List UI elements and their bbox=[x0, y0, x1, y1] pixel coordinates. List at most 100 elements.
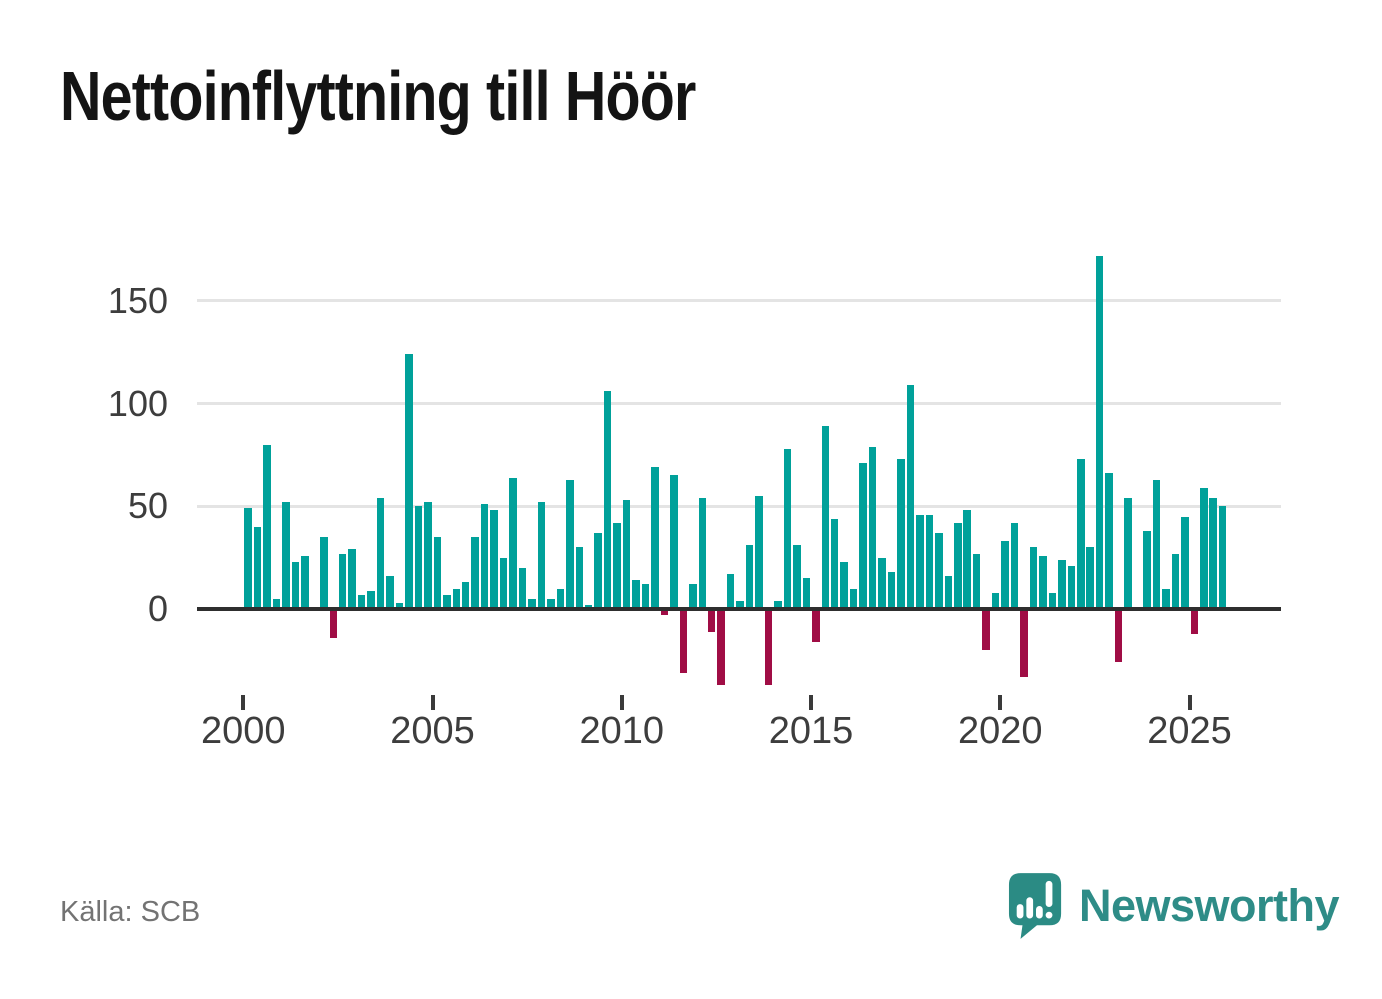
bar bbox=[774, 600, 782, 609]
bar bbox=[320, 537, 328, 609]
bar bbox=[793, 545, 801, 609]
gridline-50 bbox=[197, 504, 1281, 508]
bar bbox=[745, 545, 754, 609]
bar bbox=[954, 522, 962, 609]
y-axis-tick-label: 100 bbox=[107, 382, 168, 424]
bar bbox=[1181, 516, 1189, 609]
y-axis-tick-label: 150 bbox=[107, 279, 168, 321]
bar bbox=[868, 446, 877, 609]
logo-bar-1 bbox=[1016, 904, 1024, 919]
bar bbox=[386, 576, 394, 609]
bar bbox=[755, 496, 763, 609]
bar bbox=[840, 561, 848, 609]
bar bbox=[991, 592, 1000, 609]
bar bbox=[944, 576, 953, 609]
bar bbox=[461, 582, 470, 609]
x-axis-tick-label: 2015 bbox=[768, 710, 854, 752]
bar bbox=[1077, 459, 1085, 609]
bar bbox=[547, 598, 555, 609]
bar bbox=[471, 537, 479, 609]
bar bbox=[253, 526, 262, 609]
bar bbox=[395, 602, 404, 609]
bar bbox=[830, 518, 839, 609]
newsworthy-logo-icon bbox=[1008, 873, 1062, 939]
logo-bar-2 bbox=[1026, 897, 1034, 919]
bar bbox=[632, 580, 640, 609]
bar bbox=[1048, 592, 1057, 609]
bar bbox=[802, 578, 811, 609]
bar bbox=[272, 598, 281, 609]
bar bbox=[726, 574, 735, 609]
bar bbox=[1152, 479, 1161, 609]
x-axis-tick-label: 2000 bbox=[201, 710, 286, 752]
bar bbox=[518, 567, 527, 609]
bar bbox=[1143, 530, 1151, 609]
bar bbox=[433, 537, 442, 609]
source-note: Källa: SCB bbox=[60, 896, 201, 928]
bar bbox=[1209, 498, 1217, 609]
bar bbox=[490, 510, 498, 609]
x-axis-tick-label: 2010 bbox=[579, 710, 665, 752]
y-axis-tick-label: 50 bbox=[127, 485, 168, 527]
y-axis-tick-label: 0 bbox=[147, 588, 168, 629]
bar bbox=[405, 354, 413, 609]
bar bbox=[584, 604, 593, 609]
bar bbox=[414, 506, 423, 610]
negative-bar bbox=[1114, 609, 1123, 663]
bar bbox=[925, 514, 934, 609]
negative-bar bbox=[679, 609, 688, 673]
bar bbox=[348, 549, 356, 609]
bar bbox=[1001, 541, 1009, 609]
negative-bar bbox=[812, 609, 820, 642]
bar bbox=[452, 588, 461, 610]
bar bbox=[641, 584, 650, 609]
x-axis-tick bbox=[619, 695, 624, 710]
bar bbox=[906, 385, 915, 609]
bar bbox=[963, 510, 971, 609]
x-axis-tick-label: 2005 bbox=[390, 710, 475, 752]
x-axis-tick bbox=[998, 695, 1003, 710]
negative-bar bbox=[717, 609, 725, 685]
bar bbox=[338, 553, 347, 609]
bar bbox=[916, 514, 924, 609]
x-axis-tick bbox=[430, 695, 435, 710]
bar bbox=[566, 479, 574, 609]
bar bbox=[859, 463, 867, 609]
bar bbox=[1010, 522, 1019, 609]
bar bbox=[622, 500, 631, 609]
bar bbox=[1105, 473, 1113, 609]
bar bbox=[783, 448, 792, 609]
bar bbox=[849, 588, 858, 610]
bar bbox=[528, 598, 536, 609]
bar bbox=[1095, 255, 1104, 609]
newsworthy-logo: Newsworthy bbox=[1008, 872, 1340, 940]
bar bbox=[537, 502, 546, 609]
bar bbox=[376, 498, 385, 609]
bar bbox=[291, 561, 300, 609]
bar bbox=[575, 547, 584, 610]
negative-bar bbox=[707, 609, 716, 632]
bar bbox=[480, 504, 489, 609]
x-axis-tick bbox=[241, 695, 246, 710]
logo-exclamation-bar bbox=[1045, 880, 1053, 907]
bar bbox=[689, 584, 697, 609]
bar bbox=[736, 600, 744, 609]
bar bbox=[1171, 553, 1180, 609]
bar bbox=[443, 594, 451, 609]
bar bbox=[1058, 559, 1066, 609]
bar bbox=[972, 553, 981, 609]
bar bbox=[282, 502, 290, 609]
x-axis-tick-label: 2025 bbox=[1147, 710, 1232, 752]
negative-bar bbox=[1020, 609, 1028, 677]
bar bbox=[613, 522, 621, 609]
axis-baseline bbox=[197, 607, 1281, 611]
bar bbox=[424, 502, 432, 609]
bar bbox=[651, 467, 659, 609]
negative-bar bbox=[1190, 609, 1199, 634]
bar bbox=[670, 475, 678, 609]
x-axis-tick bbox=[1187, 695, 1192, 710]
negative-bar bbox=[329, 609, 338, 638]
bar bbox=[1039, 555, 1047, 609]
negative-bar bbox=[982, 609, 990, 651]
